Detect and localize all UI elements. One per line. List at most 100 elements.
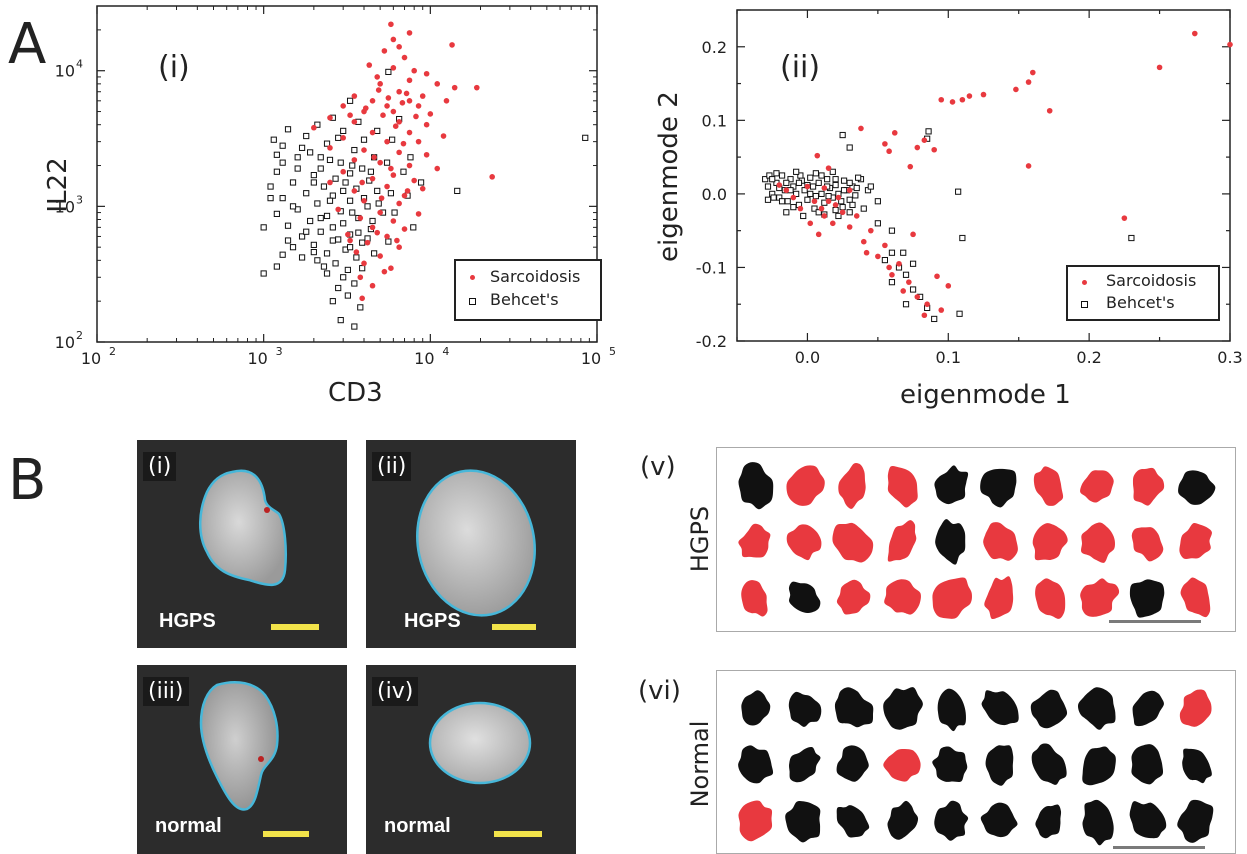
chart-i-legend: Sarcoidosis Behcet's bbox=[454, 259, 602, 321]
sarcoidosis-point bbox=[369, 175, 376, 182]
sarcoidosis-point bbox=[896, 260, 902, 267]
nucleus-shape bbox=[836, 579, 871, 615]
behcets-point bbox=[832, 176, 839, 183]
sarcoidosis-point bbox=[378, 195, 385, 201]
behcets-point bbox=[284, 237, 292, 244]
nucleus-shape bbox=[883, 687, 923, 730]
behcets-point bbox=[846, 179, 853, 186]
behcets-point bbox=[346, 197, 354, 204]
behcets-point bbox=[852, 192, 859, 199]
behcets-point bbox=[909, 286, 917, 293]
behcets-point bbox=[400, 168, 407, 175]
sarcoidosis-point bbox=[797, 205, 804, 212]
sarcoidosis-point bbox=[776, 182, 783, 188]
micrograph-iii-label: normal bbox=[155, 815, 222, 837]
shape-grid-hgps-svg bbox=[738, 462, 1216, 620]
sarcoidosis-point bbox=[882, 141, 888, 147]
nucleus-shape bbox=[738, 462, 774, 510]
behcets-point bbox=[812, 170, 819, 177]
legend-behcets-marker bbox=[469, 298, 476, 305]
nucleus-image bbox=[416, 469, 536, 617]
micrograph-i-tag: (i) bbox=[143, 452, 177, 481]
sarcoidosis-point bbox=[423, 70, 430, 77]
behcets-point bbox=[320, 263, 328, 270]
chart-ii-legend: Sarcoidosis Behcet's bbox=[1066, 265, 1220, 321]
micrograph-ii: (ii) HGPS bbox=[366, 440, 576, 648]
behcets-point bbox=[332, 260, 339, 267]
behcets-point bbox=[849, 201, 856, 209]
sarcoidosis-point bbox=[327, 114, 333, 121]
sarcoidosis-point bbox=[835, 194, 842, 201]
sarcoidosis-point bbox=[931, 146, 937, 153]
behcets-point bbox=[335, 134, 342, 141]
micrograph-iii: (iii) normal bbox=[137, 665, 347, 854]
behcets-point bbox=[375, 200, 382, 207]
behcets-point bbox=[832, 206, 839, 214]
micrograph-ii-tag: (ii) bbox=[372, 452, 412, 481]
sarcoidosis-point bbox=[863, 249, 870, 256]
sarcoidosis-point bbox=[825, 198, 832, 205]
shape-grid-normal bbox=[716, 670, 1236, 854]
sarcoidosis-point bbox=[381, 48, 388, 54]
behcets-point bbox=[298, 233, 306, 240]
sarcoidosis-point bbox=[340, 135, 346, 141]
sarcoidosis-point bbox=[311, 124, 317, 131]
sarcoidosis-point bbox=[959, 96, 966, 103]
behcets-point bbox=[273, 263, 280, 270]
sarcoidosis-point bbox=[921, 312, 928, 319]
behcets-point bbox=[812, 192, 819, 200]
behcets-point bbox=[832, 181, 839, 189]
sarcoidosis-point bbox=[891, 130, 898, 136]
shape-grid-hgps bbox=[716, 447, 1236, 632]
behcets-point bbox=[900, 249, 907, 256]
micrograph-iv-tag: (iv) bbox=[372, 677, 419, 706]
x-tick-label: 0.0 bbox=[795, 348, 820, 367]
behcets-point bbox=[385, 238, 392, 245]
nucleus-shape bbox=[1035, 578, 1066, 619]
sarcoidosis-point bbox=[345, 231, 351, 238]
behcets-point bbox=[902, 271, 910, 278]
behcets-point bbox=[364, 203, 371, 210]
nucleus-shape bbox=[836, 745, 869, 782]
nucleus-shape bbox=[741, 690, 771, 726]
sarcoidosis-point bbox=[821, 185, 828, 191]
sarcoidosis-point bbox=[1191, 30, 1198, 37]
nucleus-shape bbox=[741, 580, 768, 617]
behcets-point bbox=[454, 187, 461, 195]
behcets-point bbox=[340, 127, 347, 135]
sarcoidosis-point bbox=[351, 188, 358, 194]
legend-sarcoidosis-label: Sarcoidosis bbox=[490, 267, 581, 286]
behcets-point bbox=[351, 280, 358, 287]
behcets-point bbox=[855, 174, 862, 181]
behcets-point bbox=[351, 323, 358, 330]
sarcoidosis-point bbox=[980, 91, 987, 98]
sarcoidosis-point bbox=[384, 233, 390, 240]
behcets-point bbox=[764, 183, 772, 190]
chart-i-svg: 10 2 10 3 10 4 10 510 210 310 4 bbox=[55, 5, 616, 368]
sarcoidosis-point bbox=[362, 105, 369, 111]
grid-vi-tag: (vi) bbox=[638, 676, 681, 706]
nucleus-shape bbox=[1081, 522, 1116, 563]
behcets-point bbox=[888, 227, 896, 234]
behcets-point bbox=[314, 257, 321, 264]
sarcoidosis-point bbox=[347, 237, 353, 244]
sarcoidosis-point bbox=[790, 194, 797, 201]
behcets-point bbox=[332, 175, 339, 182]
behcets-point bbox=[840, 187, 848, 194]
nucleus-shape bbox=[932, 577, 973, 619]
sarcoidosis-point bbox=[390, 218, 397, 224]
behcets-point bbox=[888, 249, 896, 256]
nucleus-shape bbox=[884, 579, 921, 615]
sarcoidosis-point bbox=[804, 183, 811, 190]
scale-bar bbox=[492, 624, 536, 630]
behcets-point bbox=[359, 165, 366, 172]
grid-v-label: HGPS bbox=[686, 505, 714, 573]
chart-i: 10 2 10 3 10 4 10 5 10 2 10 3 10 4 (i) CD3 IL22 Sarco… bbox=[0, 0, 620, 420]
nucleus-shape bbox=[789, 747, 821, 783]
sarcoidosis-point bbox=[419, 185, 426, 192]
y-tick-label: 0.0 bbox=[702, 185, 727, 204]
sarcoidosis-point bbox=[340, 168, 346, 175]
sarcoidosis-point bbox=[434, 81, 441, 87]
behcets-point bbox=[815, 179, 822, 186]
behcets-point bbox=[417, 179, 425, 186]
